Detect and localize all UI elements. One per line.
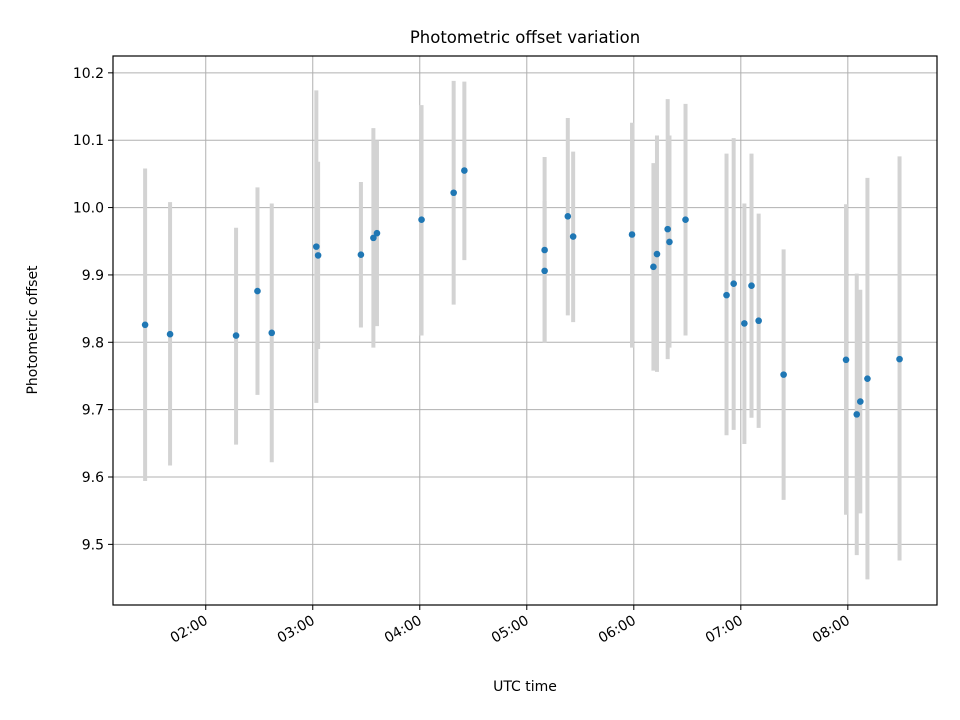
data-point (682, 216, 689, 223)
data-point (314, 252, 322, 259)
data-point (357, 251, 365, 259)
y-axis-ticks: 9.5 9.6 9.7 9.8 9.9 10.0 10.1 10.2 (73, 66, 113, 553)
data-point (541, 246, 548, 254)
data-point (857, 398, 864, 405)
y-tick-label: 9.9 (82, 268, 104, 284)
data-point (461, 167, 468, 174)
data-point (141, 321, 149, 329)
x-tick-label: 03:00 (275, 613, 318, 647)
data-points (141, 167, 903, 418)
data-point (254, 287, 261, 295)
x-tick-label: 02:00 (168, 613, 211, 647)
y-tick-label: 9.7 (82, 403, 104, 419)
data-point (569, 233, 577, 240)
error-bars (143, 80, 902, 580)
plot-frame (112, 55, 938, 606)
data-point (666, 238, 673, 246)
data-point (370, 234, 377, 242)
data-point (755, 317, 762, 325)
x-tick-label: 06:00 (596, 613, 639, 647)
data-point (166, 330, 174, 338)
y-tick-label: 9.8 (82, 335, 104, 351)
data-point (628, 231, 636, 238)
data-point (723, 291, 730, 299)
y-tick-label: 10.2 (73, 66, 104, 82)
x-tick-label: 07:00 (703, 613, 746, 647)
data-point (373, 229, 381, 237)
data-point (864, 375, 871, 382)
y-tick-label: 9.6 (82, 470, 104, 486)
x-tick-label: 04:00 (382, 613, 425, 647)
data-point (653, 250, 661, 258)
y-tick-label: 10.0 (73, 201, 104, 217)
data-point (450, 189, 457, 197)
data-point (313, 243, 320, 250)
data-point (541, 267, 548, 275)
x-tick-label: 05:00 (489, 613, 532, 647)
x-tick-label: 08:00 (810, 613, 853, 647)
y-tick-label: 9.5 (82, 537, 104, 553)
x-axis-ticks: 02:00 03:00 04:00 05:00 06:00 07:00 08:00 (168, 605, 853, 647)
data-point (268, 329, 276, 337)
data-point (842, 356, 850, 364)
x-axis-label: UTC time (493, 679, 557, 695)
chart-title: Photometric offset variation (410, 28, 640, 47)
data-point (780, 371, 787, 378)
data-point (748, 282, 755, 290)
data-point (896, 355, 903, 363)
data-point (418, 216, 425, 223)
y-axis-label: Photometric offset (25, 265, 41, 395)
y-tick-label: 10.1 (73, 133, 104, 149)
data-point (650, 263, 657, 271)
data-point (564, 213, 572, 220)
data-point (664, 225, 671, 233)
data-point (730, 280, 737, 287)
data-point (232, 332, 240, 339)
data-point (853, 411, 861, 418)
data-point (741, 320, 748, 327)
